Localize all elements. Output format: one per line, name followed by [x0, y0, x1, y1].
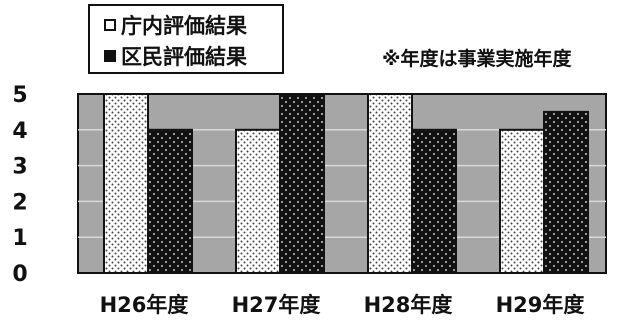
bar-citizen-evaluation	[279, 93, 325, 274]
y-axis: 0 1 2 3 4 5	[12, 83, 27, 287]
y-tick-label: 1	[12, 226, 27, 251]
bar-internal-evaluation	[367, 93, 413, 274]
y-tick-label: 0	[12, 262, 27, 287]
y-tick-label: 4	[12, 119, 27, 144]
legend-label-internal: 庁内評価結果	[121, 14, 247, 38]
legend-item-internal: 庁内評価結果	[104, 11, 247, 39]
x-tick-label: H26年度	[100, 293, 189, 317]
y-tick-label: 2	[12, 190, 27, 215]
bar-internal-evaluation	[499, 128, 545, 274]
x-tick-label: H29年度	[496, 293, 585, 317]
bars	[103, 93, 589, 275]
bar-citizen-evaluation	[411, 128, 457, 274]
x-tick-label: H27年度	[232, 293, 321, 317]
legend-label-citizen: 区民評価結果	[121, 45, 247, 69]
legend-swatch-internal	[104, 19, 116, 31]
fiscal-year-note: ※年度は事業実施年度	[382, 48, 572, 70]
y-tick-label: 3	[12, 155, 27, 180]
bar-internal-evaluation	[103, 93, 149, 274]
legend-swatch-citizen	[104, 50, 116, 62]
x-tick-label: H28年度	[364, 293, 453, 317]
legend-item-citizen: 区民評価結果	[104, 42, 247, 70]
x-axis: H26年度 H27年度 H28年度 H29年度	[100, 293, 585, 317]
bar-internal-evaluation	[235, 128, 281, 274]
bar-citizen-evaluation	[543, 110, 589, 275]
bar-citizen-evaluation	[147, 128, 193, 274]
y-tick-label: 5	[12, 83, 27, 108]
legend: 庁内評価結果 区民評価結果	[88, 4, 284, 74]
